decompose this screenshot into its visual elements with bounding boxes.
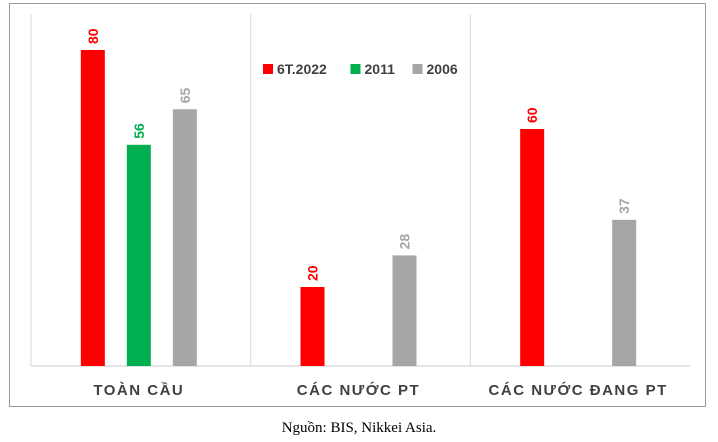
bar-2006-1 [392,255,417,366]
bar-6t2022-2 [520,129,545,366]
category-label: CÁC NƯỚC ĐANG PT [489,381,668,399]
bar-2006-0 [172,109,197,366]
legend-swatch [350,64,361,74]
legend-label: 2011 [365,61,396,77]
bar-6t2022-1 [300,287,325,366]
bar-6t2022-0 [80,50,105,366]
data-label: 56 [131,123,147,139]
category-label: TOÀN CẦU [93,382,184,399]
legend-swatch [263,64,273,74]
data-label: 28 [397,234,413,250]
bar-2011-0 [126,144,151,366]
legend-label: 2006 [427,61,458,77]
category-label: CÁC NƯỚC PT [297,381,420,399]
legend-swatch [412,64,423,74]
data-label: 37 [616,198,632,214]
legend-label: 6T.2022 [277,61,327,77]
bar-2006-2 [612,219,637,366]
data-label: 60 [524,107,540,123]
data-label: 65 [177,87,193,103]
bar-chart: 80 56 65 TOÀN CẦU 20 28 CÁC NƯỚC PT 60 37 CÁC NƯỚ… [30,14,690,399]
source-note: Nguồn: BIS, Nikkei Asia. [281,420,437,436]
data-label: 80 [85,28,101,44]
data-label: 20 [305,265,321,281]
